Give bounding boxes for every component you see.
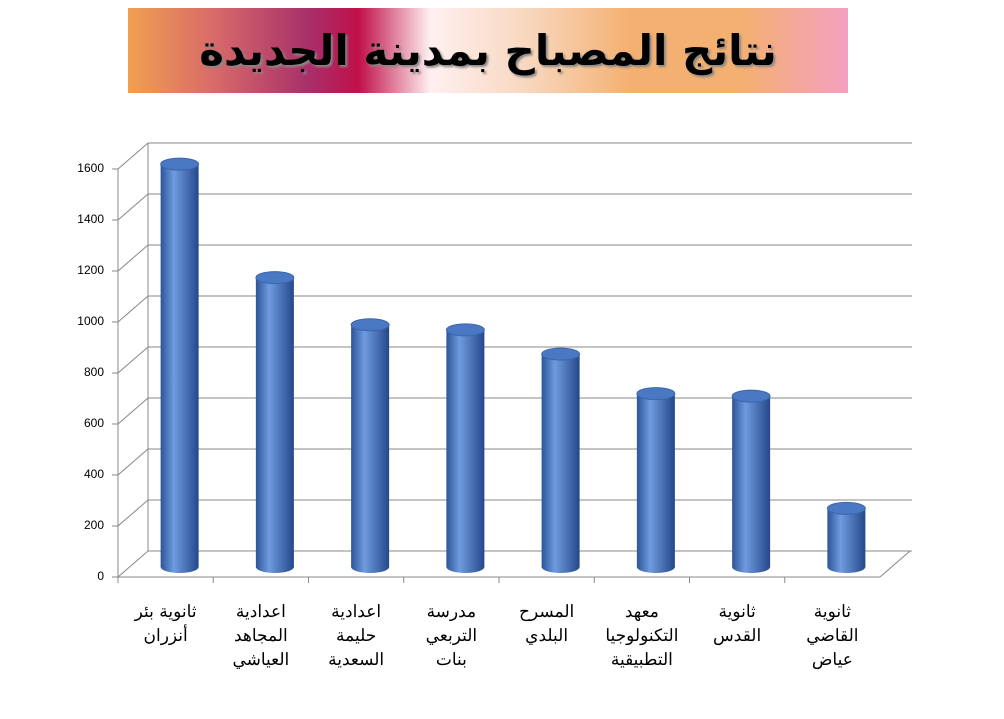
bar-top: [160, 157, 200, 171]
bar-body: [636, 393, 675, 567]
bar-top: [541, 347, 581, 361]
x-tick-label: اعدادية المجاهد العياشي: [232, 602, 290, 670]
y-tick-label: 0: [97, 569, 104, 583]
bar-top: [255, 271, 295, 285]
x-tick-label: ثانوية القدس: [713, 602, 762, 646]
y-tick-label: 1600: [77, 161, 104, 175]
y-tick-label: 400: [84, 467, 104, 481]
x-tick-label: مدرسة التربعي بنات: [425, 602, 478, 670]
y-tick-label: 1200: [77, 263, 104, 277]
bar: [731, 389, 771, 573]
bar-top: [731, 389, 771, 403]
bar-top: [636, 387, 676, 401]
bar-top: [826, 501, 866, 515]
grid-line: [117, 499, 149, 527]
bar: [636, 387, 676, 573]
bar-top: [350, 318, 390, 332]
axis-line: [879, 550, 911, 578]
bar-body: [827, 508, 866, 567]
bar: [826, 501, 866, 573]
bar-body: [255, 277, 294, 567]
bar-body: [732, 396, 771, 567]
y-tick-label: 800: [84, 365, 104, 379]
grid-line: [117, 550, 149, 578]
grid-line: [117, 397, 149, 425]
x-tick-label: اعدادية حليمة السعدية: [328, 602, 385, 670]
bar-body: [446, 329, 485, 567]
grid-line: [117, 448, 149, 476]
chart-title: نتائج المصباح بمدينة الجديدة: [199, 26, 777, 75]
bar-top: [445, 323, 485, 337]
bar: [350, 318, 390, 573]
x-tick-label: ثانوية بئر أنزران: [134, 602, 197, 646]
y-tick-label: 600: [84, 416, 104, 430]
x-tick-label: المسرح البلدي: [519, 602, 575, 646]
x-tick-label: ثانوية القاضي عياض: [806, 602, 859, 670]
y-tick-label: 1400: [77, 212, 104, 226]
grid-line: [117, 244, 149, 272]
bar: [445, 323, 485, 573]
y-tick-label: 1000: [77, 314, 104, 328]
grid-line: [117, 193, 149, 221]
x-tick-label: معهد التكنولوجيا التطبيقية: [605, 602, 679, 670]
bar-body: [351, 324, 390, 567]
grid-line: [117, 142, 149, 170]
grid-line: [117, 295, 149, 323]
bar: [541, 347, 581, 573]
grid-line: [117, 346, 149, 374]
y-tick-label: 200: [84, 518, 104, 532]
bar-body: [160, 164, 199, 567]
bar-body: [541, 354, 580, 567]
bar: [160, 157, 200, 573]
title-banner: نتائج المصباح بمدينة الجديدة: [128, 8, 848, 93]
bar: [255, 271, 295, 573]
